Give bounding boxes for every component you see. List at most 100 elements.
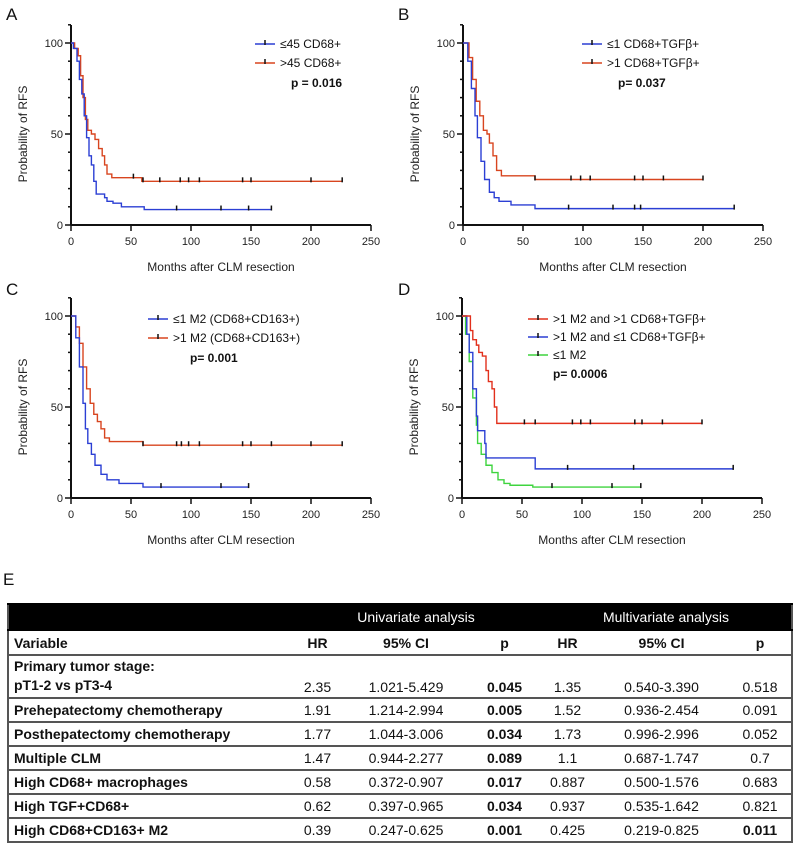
table-row: High TGF+CD68+ 0.62 0.397-0.965 0.034 0.937 0… (8, 793, 793, 819)
x-axis-label: Months after CLM resection (147, 260, 294, 274)
x-tick-label: 250 (754, 236, 772, 248)
legend-label: >1 M2 and >1 CD68+TGFβ+ (553, 312, 706, 326)
uni-ci-cell: 1.214-2.994 (344, 697, 468, 723)
y-tick-label: 0 (449, 220, 455, 232)
variable-label: Primary tumor stage: (14, 658, 155, 674)
col-header-uni-hr: HR (291, 629, 344, 656)
y-axis-label: Probability of RFS (16, 359, 30, 456)
uni-p-cell: 0.005 (468, 697, 542, 723)
variable-cell: Prehepatectomy chemotherapy (8, 697, 291, 723)
variable-cell: Primary tumor stage: pT1-2 vs pT3-4 (8, 654, 291, 699)
legend-label: ≤1 CD68+TGFβ+ (607, 37, 699, 51)
y-tick-label: 100 (437, 38, 455, 50)
uni-ci-cell: 0.372-0.907 (344, 769, 468, 795)
variable-label: High TGF+CD68+ (14, 798, 130, 814)
x-tick-label: 200 (694, 236, 712, 248)
x-tick-label: 50 (517, 236, 529, 248)
table-row: Multiple CLM 1.47 0.944-2.277 0.089 1.1 0.687… (8, 745, 793, 771)
x-tick-label: 250 (362, 236, 380, 248)
multi-ci-cell: 0.540-3.390 (594, 654, 730, 699)
p-value-label: p = 0.016 (291, 76, 342, 90)
variable-label: High CD68+ macrophages (14, 774, 188, 790)
legend-label: >1 CD68+TGFβ+ (607, 56, 700, 70)
uni-ci-cell: 1.021-5.429 (344, 654, 468, 699)
multi-p-cell: 0.518 (729, 654, 793, 699)
uni-p-cell: 0.034 (468, 793, 542, 819)
legend-label: ≤1 M2 (553, 348, 587, 362)
y-tick-label: 50 (443, 129, 455, 141)
multi-hr-cell: 1.35 (541, 654, 595, 699)
panel-letter: B (398, 5, 409, 24)
x-tick-label: 0 (459, 509, 465, 521)
multi-p-cell: 0.7 (729, 745, 793, 771)
y-axis-label: Probability of RFS (16, 86, 30, 183)
legend-label: >45 CD68+ (280, 56, 341, 70)
uni-p-cell: 0.045 (468, 654, 542, 699)
variable-label: High CD68+CD163+ M2 (14, 822, 169, 838)
x-tick-label: 150 (633, 509, 651, 521)
survival-curve-0 (462, 315, 702, 425)
variable-cell: High CD68+CD163+ M2 (8, 817, 291, 843)
panel-letter: D (398, 280, 410, 299)
uni-p-cell: 0.001 (468, 817, 542, 843)
p-value-label: p= 0.0006 (553, 367, 608, 381)
variable-label: Prehepatectomy chemotherapy (14, 702, 223, 718)
legend-label: ≤1 M2 (CD68+CD163+) (173, 312, 300, 326)
multi-p-cell: 0.011 (729, 817, 793, 843)
cox-regression-table: Univariate analysis Multivariate analysi… (7, 603, 794, 843)
x-axis-label: Months after CLM resection (538, 533, 685, 547)
col-header-multi-p: p (729, 629, 793, 656)
multi-ci-cell: 0.687-1.747 (594, 745, 730, 771)
legend-label: ≤45 CD68+ (280, 37, 341, 51)
x-tick-label: 0 (460, 236, 466, 248)
uni-ci-cell: 1.044-3.006 (344, 721, 468, 747)
col-header-variable: Variable (8, 629, 291, 656)
x-tick-label: 50 (516, 509, 528, 521)
multi-hr-cell: 1.73 (541, 721, 595, 747)
y-tick-label: 100 (45, 311, 63, 323)
x-tick-label: 100 (182, 509, 200, 521)
x-tick-label: 250 (753, 509, 771, 521)
uni-hr-cell: 2.35 (291, 654, 344, 699)
table-row: Prehepatectomy chemotherapy 1.91 1.214-2.9… (8, 697, 793, 723)
y-axis-label: Probability of RFS (407, 359, 421, 456)
x-tick-label: 100 (574, 236, 592, 248)
x-axis-label: Months after CLM resection (539, 260, 686, 274)
p-value-label: p= 0.001 (190, 351, 238, 365)
y-tick-label: 100 (45, 38, 63, 50)
y-tick-label: 50 (51, 402, 63, 414)
table-row: High CD68+CD163+ M2 0.39 0.247-0.625 0.001 0… (8, 817, 793, 843)
variable-label: Multiple CLM (14, 750, 102, 766)
y-tick-label: 0 (57, 220, 63, 232)
multi-hr-cell: 1.1 (541, 745, 595, 771)
x-tick-label: 0 (68, 509, 74, 521)
uni-hr-cell: 0.39 (291, 817, 344, 843)
variable-cell: Multiple CLM (8, 745, 291, 771)
survival-curve-1 (71, 42, 343, 183)
uni-hr-cell: 0.58 (291, 769, 344, 795)
y-tick-label: 0 (57, 493, 63, 505)
col-header-multi-ci: 95% CI (594, 629, 730, 656)
panel-letter: A (6, 5, 18, 24)
column-header-row: Variable HR 95% CI p HR 95% CI p (8, 629, 793, 656)
y-axis-label: Probability of RFS (408, 86, 422, 183)
uni-ci-cell: 0.397-0.965 (344, 793, 468, 819)
x-tick-label: 50 (125, 509, 137, 521)
multi-ci-cell: 0.996-2.996 (594, 721, 730, 747)
survival-curve-1 (462, 315, 734, 470)
uni-p-cell: 0.089 (468, 745, 542, 771)
col-header-uni-p: p (468, 629, 542, 656)
y-tick-label: 50 (442, 402, 454, 414)
x-tick-label: 150 (242, 236, 260, 248)
survival-curve-0 (463, 42, 735, 210)
x-tick-label: 100 (573, 509, 591, 521)
x-tick-label: 250 (362, 509, 380, 521)
col-header-uni-ci: 95% CI (344, 629, 468, 656)
multi-p-cell: 0.052 (729, 721, 793, 747)
x-tick-label: 0 (68, 236, 74, 248)
legend-label: >1 M2 and ≤1 CD68+TGFβ+ (553, 330, 706, 344)
variable-label: pT1-2 vs pT3-4 (14, 677, 113, 693)
variable-cell: Posthepatectomy chemotherapy (8, 721, 291, 747)
table-row: Posthepatectomy chemotherapy 1.77 1.044-3.… (8, 721, 793, 747)
x-tick-label: 200 (302, 236, 320, 248)
